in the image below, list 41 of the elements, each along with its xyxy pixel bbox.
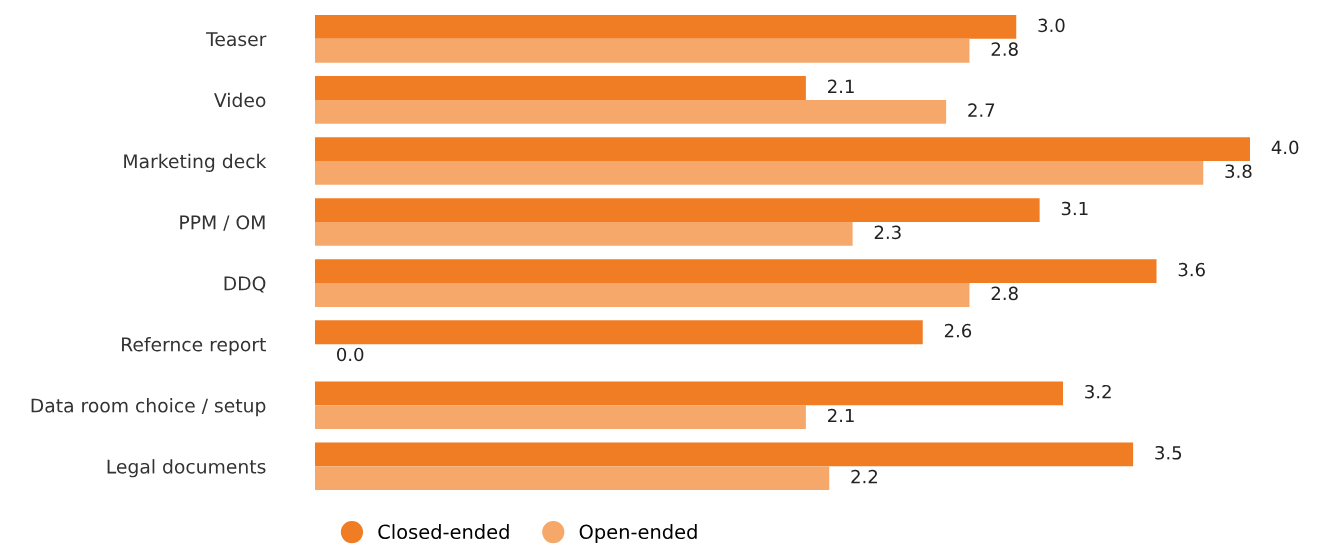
- data-label: 3.1: [1061, 201, 1088, 216]
- data-label: 2.6: [944, 323, 972, 338]
- bar: [315, 405, 806, 430]
- data-label: 2.7: [968, 103, 995, 117]
- y-tick-label: Teaser: [206, 32, 267, 47]
- y-tick-label: Data room choice / setup: [31, 398, 266, 417]
- data-label: 0.0: [337, 347, 364, 362]
- bar: [315, 198, 1040, 223]
- legend-label: Open-ended: [579, 524, 697, 543]
- bar: [315, 99, 947, 124]
- data-label: 3.5: [1155, 445, 1182, 460]
- data-label: 3.6: [1178, 262, 1205, 277]
- data-label: 2.1: [828, 79, 854, 93]
- data-label: 2.2: [851, 469, 877, 484]
- data-label: 3.2: [1085, 384, 1111, 399]
- bar: [315, 15, 1017, 39]
- bar: [315, 222, 853, 246]
- data-label: 3.0: [1038, 18, 1065, 33]
- bar: [315, 283, 970, 307]
- bar: [315, 320, 923, 345]
- bar: [315, 259, 1157, 284]
- data-label: 2.8: [991, 42, 1018, 56]
- legend-label: Closed-ended: [378, 524, 509, 540]
- data-label: 2.8: [991, 286, 1018, 301]
- bar: [315, 442, 1134, 467]
- y-tick-label: PPM / OM: [180, 215, 265, 231]
- bar: [315, 381, 1063, 406]
- bar: [315, 137, 1250, 161]
- y-tick-label: Video: [214, 92, 266, 108]
- y-tick-label: DDQ: [224, 276, 266, 293]
- bar: [315, 76, 806, 100]
- data-label: 2.3: [874, 225, 901, 240]
- data-label: 3.8: [1225, 164, 1252, 179]
- y-tick-label: Marketing deck: [124, 153, 267, 172]
- y-tick-label: Refernce report: [122, 337, 266, 356]
- bar: [315, 38, 970, 63]
- y-tick-label: Legal documents: [107, 459, 266, 478]
- data-label: 2.1: [828, 408, 854, 423]
- bar: [315, 466, 830, 491]
- bar: [315, 160, 1204, 185]
- data-label: 4.0: [1271, 140, 1299, 155]
